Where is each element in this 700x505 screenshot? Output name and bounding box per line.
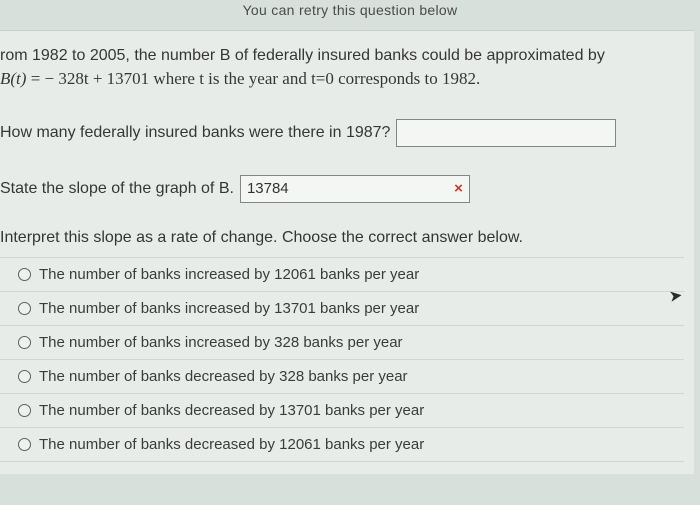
question-1-row: How many federally insured banks were th… <box>0 119 684 147</box>
choice-label: The number of banks decreased by 12061 b… <box>39 436 424 453</box>
choices-list: The number of banks increased by 12061 b… <box>0 257 684 462</box>
choice-option[interactable]: The number of banks decreased by 13701 b… <box>0 393 684 427</box>
question-1-text: How many federally insured banks were th… <box>0 124 390 142</box>
question-2-text: State the slope of the graph of B. <box>0 180 234 198</box>
retry-banner: You can retry this question below <box>0 0 700 24</box>
wrong-icon: × <box>454 180 463 197</box>
problem-line-1: rom 1982 to 2005, the number B of federa… <box>0 45 676 67</box>
radio-icon <box>18 268 31 281</box>
answer-input-2[interactable]: 13784 × <box>240 175 470 203</box>
radio-icon <box>18 302 31 315</box>
choice-label: The number of banks decreased by 13701 b… <box>39 402 424 419</box>
question-panel: rom 1982 to 2005, the number B of federa… <box>0 30 694 474</box>
function-name: B(t) <box>0 69 26 88</box>
problem-statement: rom 1982 to 2005, the number B of federa… <box>0 45 684 89</box>
choice-label: The number of banks increased by 12061 b… <box>39 266 419 283</box>
choice-label: The number of banks decreased by 328 ban… <box>39 368 408 385</box>
equation-rest: = − 328t + 13701 where t is the year and… <box>26 69 480 88</box>
choice-label: The number of banks increased by 328 ban… <box>39 334 403 351</box>
choice-option[interactable]: The number of banks decreased by 328 ban… <box>0 359 684 393</box>
radio-icon <box>18 336 31 349</box>
radio-icon <box>18 404 31 417</box>
radio-icon <box>18 438 31 451</box>
question-2-row: State the slope of the graph of B. 13784… <box>0 175 684 203</box>
choice-option[interactable]: The number of banks decreased by 12061 b… <box>0 427 684 462</box>
choice-option[interactable]: The number of banks increased by 13701 b… <box>0 291 684 325</box>
choice-option[interactable]: The number of banks increased by 328 ban… <box>0 325 684 359</box>
cursor-icon: ➤ <box>667 285 683 307</box>
choice-label: The number of banks increased by 13701 b… <box>39 300 419 317</box>
answer-input-1[interactable] <box>396 119 616 147</box>
radio-icon <box>18 370 31 383</box>
answer-2-value: 13784 <box>247 180 289 197</box>
problem-line-2: B(t) = − 328t + 13701 where t is the yea… <box>0 67 676 89</box>
choice-option[interactable]: The number of banks increased by 12061 b… <box>0 257 684 291</box>
interpret-prompt: Interpret this slope as a rate of change… <box>0 229 684 247</box>
